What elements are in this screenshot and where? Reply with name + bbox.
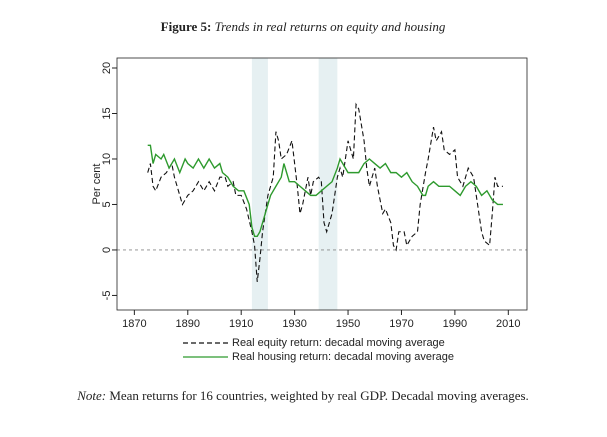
x-tick-label: 1970 [389, 318, 413, 330]
x-tick-label: 1930 [282, 318, 306, 330]
plot-frame [116, 57, 528, 311]
legend-label: Real equity return: decadal moving avera… [232, 337, 445, 349]
y-tick-label: 20 [101, 62, 113, 74]
x-tick-label: 1890 [176, 318, 200, 330]
y-tick-label: 10 [101, 153, 113, 165]
figure-title: Figure 5: Trends in real returns on equi… [161, 19, 446, 34]
figure-label: Figure 5: [161, 19, 212, 34]
series-line [147, 102, 503, 282]
note-text: Mean returns for 16 countries, weighted … [109, 388, 528, 403]
y-tick-label: 5 [101, 201, 113, 207]
x-tick-label: 1950 [336, 318, 360, 330]
x-tick-label: 1910 [229, 318, 253, 330]
x-tick-label: 1870 [122, 318, 146, 330]
legend-label: Real housing return: decadal moving aver… [232, 351, 454, 363]
shaded-period [318, 58, 338, 310]
y-axis-label: Per cent [91, 164, 103, 205]
series-line [147, 144, 503, 238]
y-tick-label: 15 [101, 107, 113, 119]
note-label: Note: [76, 388, 106, 403]
note: Note: Mean returns for 16 countries, wei… [76, 388, 529, 403]
x-tick-label: 1990 [443, 318, 467, 330]
y-tick-label: -5 [101, 291, 113, 301]
shaded-period [251, 58, 268, 310]
x-tick-label: 2010 [496, 318, 520, 330]
title: Trends in real returns on equity and hou… [215, 19, 446, 34]
y-tick-label: 0 [101, 247, 113, 253]
